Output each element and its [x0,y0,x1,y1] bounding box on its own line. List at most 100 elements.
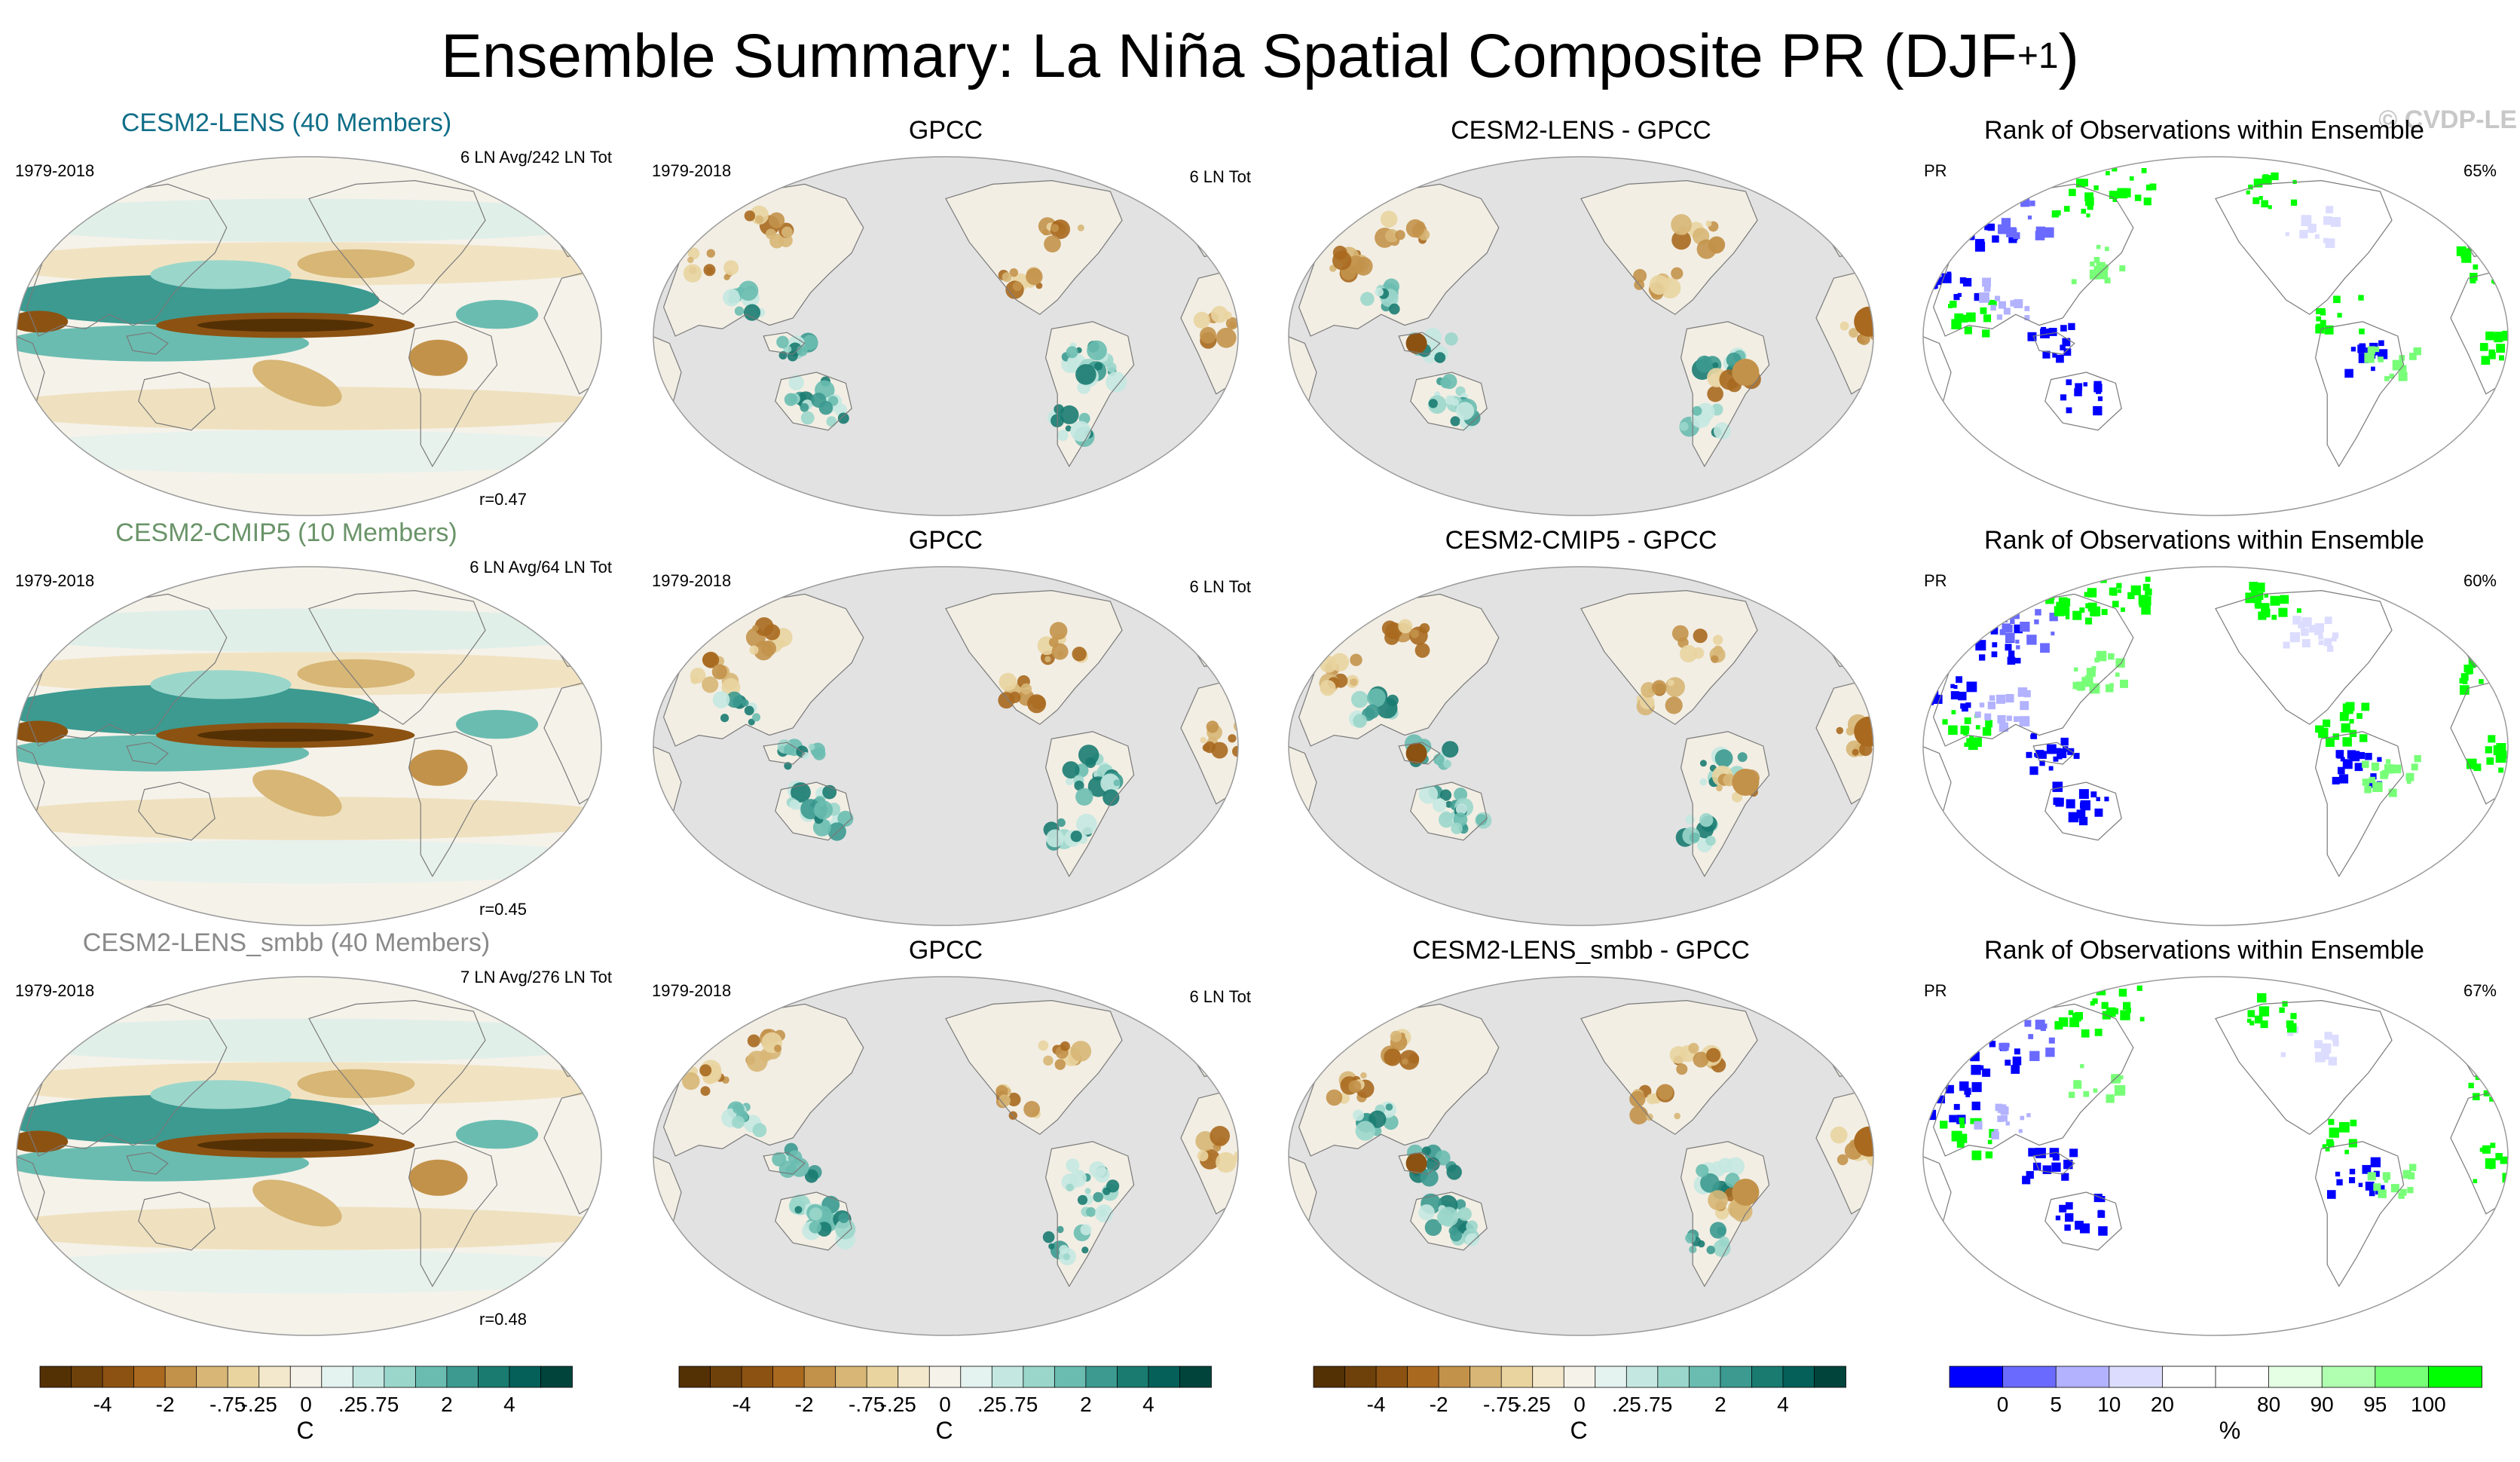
colorbar-tick-label: -4 [732,1393,751,1416]
rank-panel-title: Rank of Observations within Ensemble [1984,116,2424,145]
colorbar [39,1366,573,1388]
colorbar-segment [1949,1366,2004,1388]
colorbar-tick-label: -.75 [1483,1393,1520,1416]
colorbar-tick-label: 2 [1080,1393,1092,1416]
colorbar-segment [1375,1366,1408,1388]
colorbar-segment [2002,1366,2057,1388]
colorbar-tick-label: -.25 [240,1393,277,1416]
colorbar-segment [803,1366,836,1388]
diff-map [1288,566,1874,926]
pattern-correlation: r=0.47 [479,490,527,509]
colorbar-segment [289,1366,323,1388]
rank-variable: PR [1924,161,1947,180]
colorbar-segment [352,1366,385,1388]
colorbar-segment [960,1366,993,1388]
colorbar-segment [1500,1366,1534,1388]
diff-map [1288,976,1874,1336]
rank-percent: 67% [2463,981,2497,1000]
colorbar-segment [2321,1366,2376,1388]
colorbar-segment [196,1366,229,1388]
colorbar-segment [2215,1366,2270,1388]
colorbar-segment [478,1366,510,1388]
colorbar-segment [1023,1366,1056,1388]
colorbar-tick-label: 0 [1996,1393,2009,1416]
colorbar-segment [898,1366,931,1388]
colorbar-units: C [935,1417,953,1444]
obs-period: 1979-2018 [652,161,732,180]
colorbar-segment [1344,1366,1377,1388]
obs-panel-title: GPCC [908,526,983,555]
model-period: 1979-2018 [15,981,95,1000]
colorbar-segment [509,1366,542,1388]
colorbar-segment [1085,1366,1118,1388]
colorbar [678,1366,1212,1388]
model-period: 1979-2018 [15,571,95,590]
colorbar-tick-label: .25 [1611,1393,1641,1416]
colorbar-segment [772,1366,806,1388]
obs-panel-title: GPCC [908,936,983,965]
colorbar-units: C [1570,1417,1588,1444]
rank-variable: PR [1924,981,1947,1000]
colorbar-tick-label: -2 [794,1393,814,1416]
colorbar-tick-label: 10 [2097,1393,2121,1416]
colorbar-tick-label: .25 [338,1393,368,1416]
colorbar-segment [2055,1366,2110,1388]
obs-period: 1979-2018 [652,571,732,590]
colorbar-segment [227,1366,260,1388]
colorbar-segment [710,1366,742,1388]
colorbar-tick-label: 0 [1573,1393,1586,1416]
model-map [16,156,602,516]
colorbar-tick-label: 95 [2363,1393,2387,1416]
obs-map [653,566,1239,926]
model-panel-title: CESM2-LENS (40 Members) [121,109,452,137]
diff-panel-title: CESM2-CMIP5 - GPCC [1445,526,1717,555]
diff-map [1288,156,1874,516]
colorbar-tick-label: 5 [2050,1393,2062,1416]
colorbar-tick-label: 2 [441,1393,453,1416]
colorbar-tick-label: .75 [369,1393,399,1416]
colorbar-segment [1438,1366,1471,1388]
colorbar-segment [2375,1366,2430,1388]
colorbar-tick-label: -2 [1429,1393,1448,1416]
page-title: Ensemble Summary: La Niña Spatial Compos… [441,22,2079,90]
model-panel-title: CESM2-LENS_smbb (40 Members) [82,928,491,957]
colorbar-tick-label: -4 [1366,1393,1386,1416]
colorbar-segment [741,1366,774,1388]
colorbar-segment [258,1366,292,1388]
obs-panel-title: GPCC [908,116,983,145]
colorbar-segment [2161,1366,2216,1388]
colorbar-segment [866,1366,899,1388]
model-count: 6 LN Avg/64 LN Tot [469,558,612,577]
colorbar-segment [1469,1366,1503,1388]
colorbar-tick-label: 4 [1777,1393,1789,1416]
colorbar [1949,1366,2482,1388]
colorbar-segment [1148,1366,1181,1388]
colorbar-units: % [2219,1417,2241,1444]
rank-map [1922,156,2509,516]
colorbar-units: C [296,1417,314,1444]
colorbar-segment [991,1366,1024,1388]
colorbar-segment [71,1366,103,1388]
colorbar-segment [1657,1366,1690,1388]
obs-map [653,156,1239,516]
colorbar-segment [1117,1366,1149,1388]
colorbar-segment [164,1366,197,1388]
colorbar-segment [1407,1366,1440,1388]
colorbar-segment [446,1366,479,1388]
colorbar-segment [928,1366,962,1388]
colorbar-segment [2109,1366,2164,1388]
colorbar-segment [133,1366,167,1388]
pattern-correlation: r=0.45 [479,900,527,919]
colorbar-tick-label: 4 [503,1393,515,1416]
colorbar-segment [2268,1366,2323,1388]
model-map [16,566,602,926]
colorbar-segment [1313,1366,1346,1388]
colorbar-segment [384,1366,417,1388]
colorbar-segment [1814,1366,1846,1388]
colorbar-tick-label: .25 [977,1393,1007,1416]
colorbar-tick-label: -.75 [209,1393,246,1416]
colorbar-segment [1532,1366,1565,1388]
colorbar-tick-label: 90 [2310,1393,2334,1416]
obs-count: 6 LN Tot [1189,577,1251,596]
rank-map [1922,976,2509,1336]
